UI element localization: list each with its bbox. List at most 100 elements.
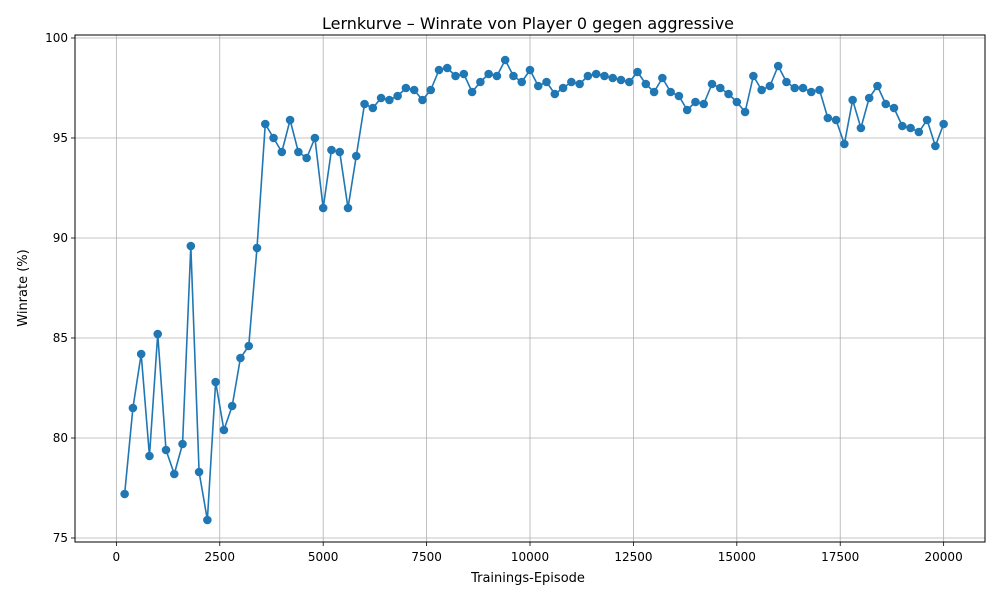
chart-title: Lernkurve – Winrate von Player 0 gegen a… xyxy=(322,14,734,33)
data-point xyxy=(856,123,866,133)
x-tick-label: 5000 xyxy=(308,550,339,564)
data-point xyxy=(393,91,402,101)
data-point xyxy=(823,113,833,123)
data-point xyxy=(467,87,477,97)
data-point xyxy=(815,85,824,95)
y-tick-label: 85 xyxy=(53,331,68,345)
data-point xyxy=(492,71,502,81)
data-point xyxy=(906,123,915,133)
data-point xyxy=(732,97,742,107)
data-point xyxy=(707,79,717,89)
data-point xyxy=(376,93,386,103)
data-point xyxy=(343,203,353,213)
data-point xyxy=(616,75,626,85)
data-point xyxy=(931,141,940,151)
data-point xyxy=(542,77,551,87)
data-point xyxy=(740,107,750,117)
data-point xyxy=(136,349,146,359)
data-point xyxy=(939,119,948,129)
data-point xyxy=(476,77,485,87)
data-point xyxy=(517,77,527,87)
data-point xyxy=(310,133,320,143)
data-point xyxy=(897,121,907,131)
data-point xyxy=(178,439,187,449)
data-point xyxy=(161,445,171,455)
data-point xyxy=(244,341,254,351)
data-point xyxy=(715,83,725,93)
data-point xyxy=(674,91,684,101)
data-point xyxy=(145,451,154,461)
data-point xyxy=(335,147,345,157)
data-point xyxy=(426,85,436,95)
data-point xyxy=(699,99,709,109)
data-point xyxy=(459,69,469,79)
data-point xyxy=(840,139,849,149)
data-point xyxy=(575,79,584,89)
data-point xyxy=(641,79,651,89)
data-point xyxy=(914,127,924,137)
data-point xyxy=(368,103,378,113)
data-point xyxy=(401,83,411,93)
data-point xyxy=(227,401,237,411)
data-point xyxy=(203,515,212,525)
data-point xyxy=(922,115,932,125)
x-tick-label: 0 xyxy=(113,550,121,564)
data-point xyxy=(889,103,899,113)
x-axis-label: Trainings-Episode xyxy=(470,571,585,586)
y-tick-label: 75 xyxy=(53,531,68,545)
data-point xyxy=(724,89,733,99)
data-point xyxy=(864,93,874,103)
data-point xyxy=(773,61,783,71)
y-tick-label: 95 xyxy=(53,131,68,145)
data-point xyxy=(302,153,311,163)
data-point xyxy=(831,115,841,125)
data-point xyxy=(219,425,229,435)
data-point xyxy=(434,65,444,75)
data-markers xyxy=(120,55,948,525)
x-tick-label: 10000 xyxy=(511,550,549,564)
data-point xyxy=(442,63,452,73)
data-point xyxy=(749,71,758,81)
x-axis-ticks: 0 2500 5000 7500 10000 12500 15000 17500 20000 xyxy=(113,542,963,564)
data-point xyxy=(583,71,593,81)
y-axis-label: Winrate (%) xyxy=(16,249,31,326)
data-point xyxy=(550,89,560,99)
data-point xyxy=(608,73,618,83)
data-point xyxy=(236,353,245,363)
data-point xyxy=(260,119,270,129)
data-point xyxy=(169,469,179,479)
data-point xyxy=(658,73,667,83)
y-tick-label: 100 xyxy=(45,31,68,45)
data-point xyxy=(691,97,700,107)
data-point xyxy=(285,115,295,125)
data-point xyxy=(881,99,891,109)
data-point xyxy=(558,83,568,93)
x-tick-label: 15000 xyxy=(718,550,756,564)
data-point xyxy=(484,69,493,79)
x-tick-label: 2500 xyxy=(204,550,235,564)
data-point xyxy=(252,243,262,253)
data-point xyxy=(318,203,328,213)
x-tick-label: 7500 xyxy=(411,550,442,564)
x-tick-label: 12500 xyxy=(614,550,652,564)
data-point xyxy=(666,87,675,97)
data-point xyxy=(873,81,882,91)
data-point xyxy=(649,87,659,97)
data-point xyxy=(509,71,518,81)
data-point xyxy=(327,145,336,155)
x-tick-label: 20000 xyxy=(925,550,963,564)
data-point xyxy=(120,489,129,499)
data-point xyxy=(633,67,642,77)
data-point xyxy=(806,87,816,97)
data-point xyxy=(451,71,460,81)
y-tick-label: 80 xyxy=(53,431,68,445)
data-point xyxy=(533,81,543,91)
data-point xyxy=(128,403,138,413)
data-point xyxy=(600,71,609,81)
data-point xyxy=(360,99,369,109)
data-point xyxy=(194,467,204,477)
data-point xyxy=(277,147,287,157)
data-point xyxy=(790,83,800,93)
